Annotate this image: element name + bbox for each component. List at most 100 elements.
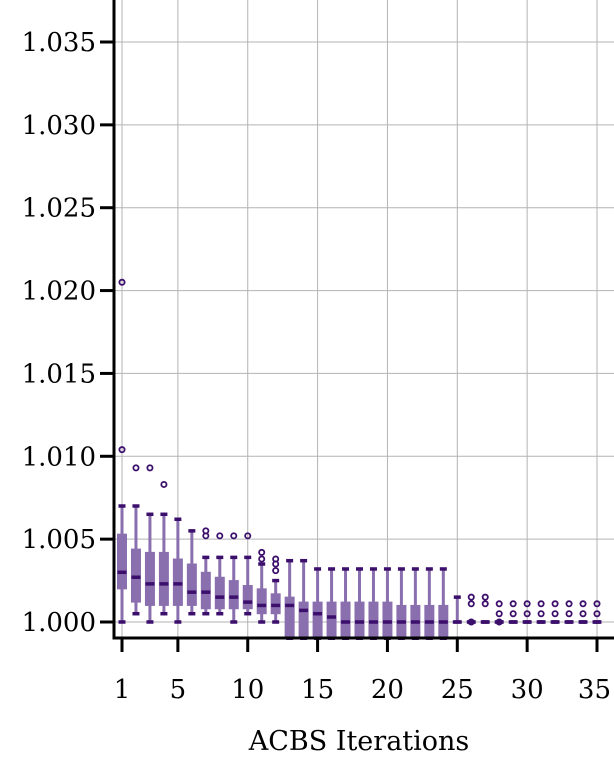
boxes	[117, 278, 602, 640]
grid-lines	[114, 0, 614, 638]
box-group	[214, 532, 225, 616]
box-group	[284, 558, 295, 640]
box-group	[592, 600, 602, 624]
flier-point	[537, 600, 545, 608]
box-group	[158, 480, 169, 616]
box-group	[396, 567, 407, 640]
flier-point	[118, 446, 126, 454]
flier-point	[216, 532, 224, 540]
box-group	[228, 532, 239, 624]
box-group	[200, 527, 211, 616]
box-group	[466, 593, 476, 626]
iqr-box	[144, 551, 155, 606]
flier-point	[160, 480, 168, 488]
flier-point	[495, 618, 503, 626]
axes	[100, 0, 614, 652]
flier-point	[495, 600, 503, 608]
x-tick-label: 10	[231, 675, 264, 705]
flier-point	[551, 600, 559, 608]
box-group	[536, 600, 546, 624]
flier-point	[509, 600, 517, 608]
iqr-box	[256, 588, 267, 615]
flier-point	[593, 600, 601, 608]
x-tick-label: 15	[301, 675, 334, 705]
box-group	[312, 567, 323, 640]
flier-point	[509, 610, 517, 618]
x-tick-label: 5	[170, 675, 187, 705]
flier-point	[272, 560, 280, 568]
box-group	[172, 517, 183, 624]
flier-point	[579, 610, 587, 618]
iqr-box	[228, 580, 239, 610]
y-tick-label: 1.030	[22, 111, 96, 141]
iqr-box	[214, 576, 225, 610]
box-group	[508, 600, 518, 624]
box-group	[424, 567, 435, 640]
flier-point	[467, 593, 475, 601]
iqr-box	[298, 601, 309, 640]
flier-point	[258, 548, 266, 556]
flier-point	[467, 618, 475, 626]
iqr-box	[117, 533, 127, 590]
iqr-box	[312, 601, 323, 640]
box-group	[550, 600, 560, 624]
box-group	[382, 567, 393, 640]
flier-point	[565, 600, 573, 608]
box-group	[144, 464, 155, 624]
flier-point	[132, 464, 140, 472]
flier-point	[523, 610, 531, 618]
flier-point	[146, 464, 154, 472]
flier-point	[481, 593, 489, 601]
flier-point	[481, 600, 489, 608]
box-group	[438, 567, 449, 640]
box-group	[186, 529, 197, 616]
iqr-box	[326, 601, 337, 640]
iqr-box	[158, 551, 169, 606]
x-tick-label: 35	[578, 675, 611, 705]
y-tick-label: 1.010	[22, 442, 96, 472]
x-tick-label: 30	[511, 675, 544, 705]
flier-point	[579, 600, 587, 608]
flier-point	[551, 610, 559, 618]
box-group	[298, 558, 309, 640]
flier-point	[467, 600, 475, 608]
box-group	[494, 600, 504, 626]
flier-point	[537, 610, 545, 618]
x-tick-label: 1	[114, 675, 131, 705]
flier-point	[495, 610, 503, 618]
flier-point	[118, 278, 126, 286]
box-group	[270, 555, 281, 624]
box-group	[117, 278, 127, 624]
flier-point	[272, 567, 280, 575]
flier-point	[244, 532, 252, 540]
x-tick-label: 20	[371, 675, 404, 705]
flier-point	[258, 555, 266, 563]
y-tick-label: 1.015	[22, 359, 96, 389]
flier-point	[202, 532, 210, 540]
iqr-box	[186, 563, 197, 606]
y-tick-label: 1.000	[22, 608, 96, 638]
box-group	[452, 595, 462, 624]
box-group	[242, 532, 253, 616]
box-group	[130, 464, 141, 616]
box-group	[340, 567, 351, 640]
flier-point	[523, 600, 531, 608]
x-axis-label: ACBS Iterations	[248, 726, 470, 757]
y-tick-label: 1.025	[22, 194, 96, 224]
tick-labels: 1.000 1.005 1.010 1.015 1.020 1.025 1.030 1.035…	[22, 28, 611, 705]
flier-point	[565, 610, 573, 618]
iqr-box	[284, 596, 295, 640]
box-group	[410, 567, 421, 640]
flier-point	[593, 610, 601, 618]
y-tick-label: 1.005	[22, 525, 96, 555]
x-tick-label: 25	[441, 675, 474, 705]
box-group	[578, 600, 588, 624]
iqr-box	[242, 585, 253, 610]
box-group	[480, 593, 490, 624]
y-tick-label: 1.035	[22, 28, 96, 58]
box-group	[522, 600, 532, 624]
y-tick-label: 1.020	[22, 277, 96, 307]
box-group	[354, 567, 365, 640]
box-group	[564, 600, 574, 624]
